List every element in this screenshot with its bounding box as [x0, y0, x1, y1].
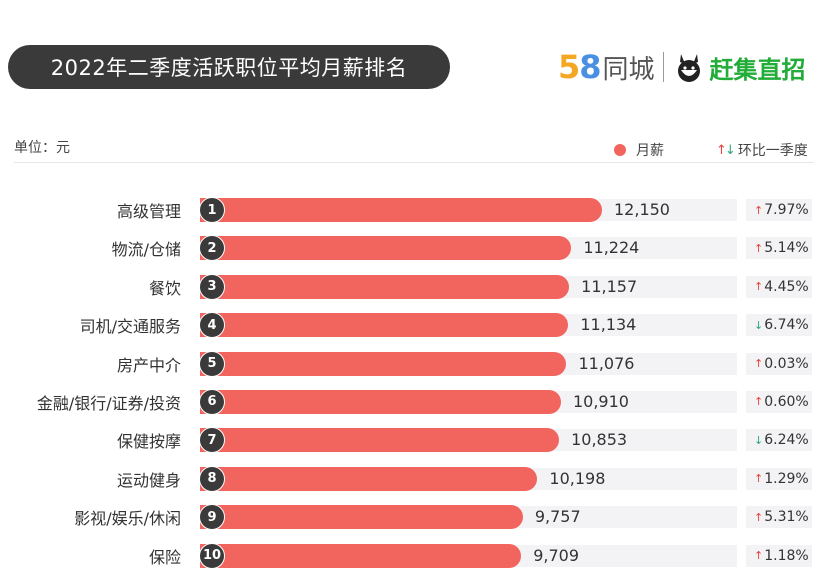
bar-mark [200, 389, 561, 414]
change-badge: ↑ 1.18% [746, 544, 812, 567]
legend-salary-label: 月薪 [636, 143, 664, 159]
value-label: 10,853 [571, 430, 628, 450]
up-arrow-icon: ↑ [754, 395, 764, 409]
brand-ganji: 赶集直招 [709, 55, 806, 84]
value-label: 11,076 [578, 353, 635, 373]
unit-label: 单位：元 [14, 140, 70, 156]
rabbit-mascot-icon [677, 54, 700, 82]
up-down-arrows-icon: ↑↓ [716, 142, 736, 158]
up-arrow-icon: ↑ [754, 241, 764, 255]
up-arrow-icon: ↑ [754, 472, 764, 486]
rank-badge: 7 [199, 427, 225, 454]
value-label: 10,910 [572, 391, 629, 411]
category-label: 物流/仓储 [111, 240, 181, 260]
bar-mark [200, 274, 570, 299]
value-label: 11,224 [583, 238, 640, 258]
change-label: 0.03% [764, 355, 809, 372]
chart-row: 保健按摩 7 10,853 ↓ 6.24% [0, 420, 825, 458]
rank-badge: 5 [199, 350, 225, 377]
rank-badge: 8 [199, 465, 225, 492]
chart-row: 影视/娱乐/休闲 9 9,757 ↑ 5.31% [0, 497, 825, 535]
up-arrow-icon: ↑ [754, 510, 764, 524]
bar-mark [200, 351, 567, 376]
legend-salary-swatch [614, 144, 626, 156]
category-label: 保健按摩 [116, 432, 181, 452]
bar-mark [200, 505, 523, 530]
up-arrow-icon: ↑ [754, 357, 764, 371]
legend-qoq: ↑↓ 环比一季度 [716, 140, 808, 160]
bar-mark [200, 543, 522, 568]
rank-badge: 3 [199, 273, 225, 300]
change-label: 6.74% [764, 317, 809, 334]
change-badge: ↑ 1.29% [746, 467, 812, 490]
change-badge: ↑ 5.31% [746, 506, 812, 529]
category-label: 高级管理 [116, 202, 181, 221]
value-label: 12,150 [614, 200, 670, 219]
change-badge: ↑ 5.14% [746, 237, 812, 260]
category-label: 保险 [148, 547, 181, 567]
value-label: 11,157 [581, 276, 638, 296]
value-label: 10,198 [549, 468, 606, 488]
change-badge: ↓ 6.74% [746, 314, 812, 337]
chart-row: 运动健身 8 10,198 ↑ 1.29% [0, 459, 825, 497]
up-arrow-icon: ↑ [754, 549, 764, 563]
change-label: 0.60% [764, 393, 809, 410]
value-label: 9,709 [533, 545, 580, 565]
change-badge: ↑ 7.97% [746, 199, 812, 221]
category-label: 司机/交通服务 [79, 317, 181, 337]
up-arrow-icon: ↑ [754, 280, 764, 294]
rank-badge: 6 [199, 388, 225, 415]
rank-badge: 4 [199, 312, 225, 339]
rank-badge: 1 [199, 197, 225, 223]
bar-mark [200, 198, 602, 222]
value-label: 11,134 [580, 315, 637, 335]
bar-mark [200, 466, 538, 491]
chart-row: 房产中介 5 11,076 ↑ 0.03% [0, 344, 825, 382]
legend-qoq-label: 环比一季度 [737, 143, 808, 159]
category-label: 运动健身 [116, 470, 181, 490]
brand-logo: 58 同城 赶集直招 [558, 44, 806, 90]
up-arrow-icon: ↑ [754, 203, 764, 217]
change-label: 1.29% [764, 470, 809, 487]
down-arrow-icon: ↓ [754, 433, 764, 447]
header-divider [14, 162, 814, 163]
bar-mark [200, 236, 572, 261]
rank-badge: 10 [199, 542, 225, 569]
chart-row: 保险 10 9,709 ↑ 1.18% [0, 536, 825, 574]
change-label: 1.18% [764, 547, 809, 564]
change-label: 5.31% [764, 509, 809, 526]
brand-tongcheng: 同城 [602, 54, 655, 85]
brand-divider [662, 52, 664, 82]
change-label: 4.45% [764, 278, 809, 295]
down-arrow-icon: ↓ [754, 318, 764, 332]
chart-row: 金融/银行/证券/投资 6 10,910 ↑ 0.60% [0, 382, 825, 420]
category-label: 影视/娱乐/休闲 [74, 509, 181, 529]
value-label: 9,757 [534, 507, 581, 527]
rank-badge: 2 [199, 235, 225, 262]
change-badge: ↑ 4.45% [746, 275, 812, 298]
change-badge: ↑ 0.60% [746, 390, 812, 413]
change-label: 5.14% [764, 240, 809, 257]
change-badge: ↑ 0.03% [746, 352, 812, 375]
chart-row: 高级管理 1 12,150 ↑ 7.97% [0, 190, 825, 228]
category-label: 金融/银行/证券/投资 [36, 393, 181, 413]
change-badge: ↓ 6.24% [746, 429, 812, 452]
bar-mark [200, 313, 569, 338]
category-label: 房产中介 [116, 355, 181, 375]
chart-row: 餐饮 3 11,157 ↑ 4.45% [0, 267, 825, 305]
chart-row: 物流/仓储 2 11,224 ↑ 5.14% [0, 228, 825, 266]
change-label: 7.97% [764, 202, 809, 218]
brand-58-logo: 58 [558, 48, 602, 86]
legend-salary: 月薪 [614, 140, 664, 160]
chart-row: 司机/交通服务 4 11,134 ↓ 6.74% [0, 305, 825, 343]
bar-mark [200, 428, 560, 453]
bar-chart: 高级管理 1 12,150 ↑ 7.97% 物流/仓储 2 11,224 ↑ 5.14% 餐饮 3 11… [0, 190, 825, 574]
chart-title: 2022年二季度活跃职位平均月薪排名 [8, 45, 450, 89]
change-label: 6.24% [764, 432, 809, 449]
rank-badge: 9 [199, 504, 225, 531]
category-label: 餐饮 [148, 278, 181, 298]
